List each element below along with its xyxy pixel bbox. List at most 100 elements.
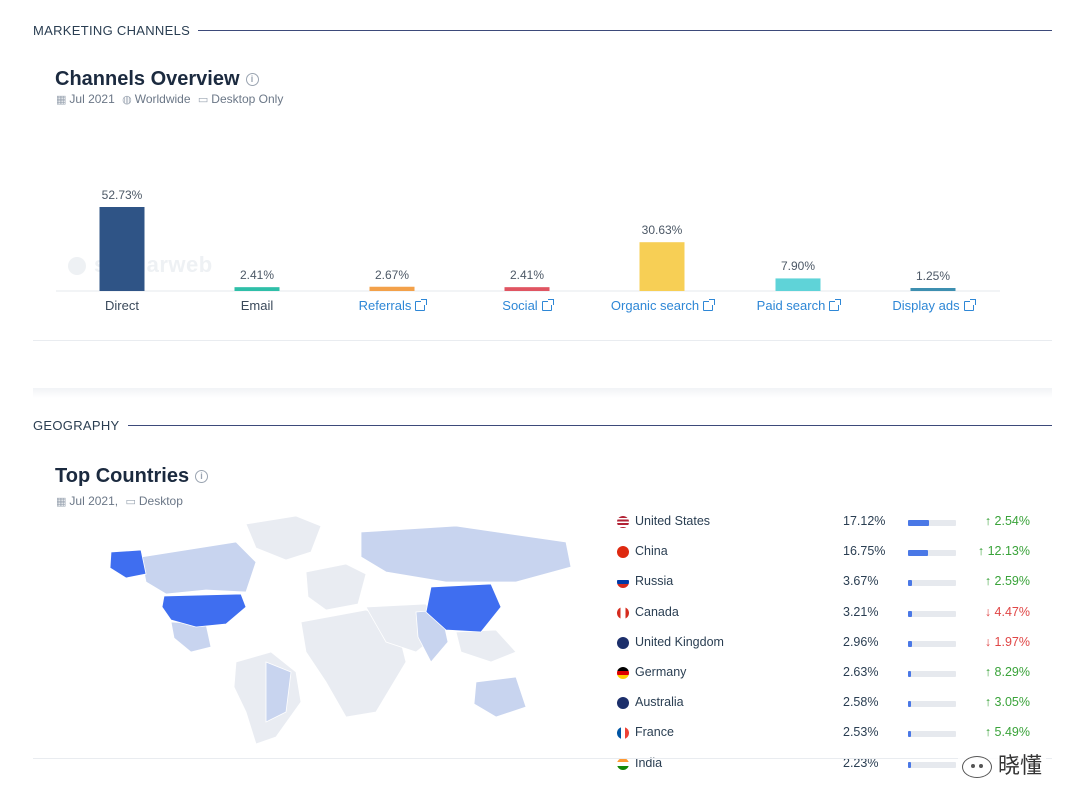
channel-label-direct: Direct	[57, 298, 187, 313]
country-name[interactable]: India	[635, 755, 663, 770]
external-link-icon[interactable]	[829, 298, 842, 311]
bar-value-label: 2.67%	[374, 267, 410, 282]
watermark-logo-icon	[68, 257, 86, 276]
card-bottom-divider	[33, 340, 1052, 341]
country-row[interactable]: Germany 2.63% ↑ 8.29%	[617, 663, 1037, 683]
canada-shape	[140, 541, 257, 595]
country-name[interactable]: Australia	[635, 695, 684, 710]
calendar-icon: ▦	[56, 496, 67, 508]
country-name[interactable]: Germany	[635, 665, 687, 679]
bar-organic-search[interactable]	[639, 242, 685, 291]
share-bar-fill	[908, 580, 913, 587]
channels-chart	[56, 207, 1000, 292]
country-share: 2.23%	[843, 755, 879, 770]
channels-meta: ▦ Jul 2021 ◍ Worldwide ▭ Desktop Only	[56, 92, 287, 106]
country-row[interactable]: China 16.75% ↑ 12.13%	[617, 542, 1037, 562]
country-name[interactable]: China	[635, 544, 668, 559]
greenland-shape	[245, 515, 322, 561]
country-row[interactable]: Canada 3.21% ↓ 4.47%	[617, 603, 1037, 623]
channel-label-text: Direct	[105, 298, 139, 313]
meta-date: Jul 2021	[69, 92, 115, 106]
share-bar-fill	[908, 701, 912, 708]
country-share: 17.12%	[843, 514, 886, 528]
country-row[interactable]: Russia 3.67% ↑ 2.59%	[617, 572, 1037, 592]
bar-email[interactable]	[234, 287, 280, 291]
channel-label-display-ads[interactable]: Display ads	[868, 298, 998, 313]
external-link-icon[interactable]	[963, 298, 976, 311]
channel-label-social[interactable]: Social	[462, 298, 592, 313]
section-divider-line	[33, 425, 1052, 426]
share-bar	[908, 640, 956, 647]
channel-label-text: Organic search	[610, 298, 700, 313]
share-bar-fill	[908, 610, 912, 617]
bar-referrals[interactable]	[369, 286, 415, 291]
country-row[interactable]: United States 17.12% ↑ 2.54%	[617, 512, 1037, 532]
country-name[interactable]: Russia	[635, 574, 674, 589]
country-change: ↑ 2.54%	[984, 514, 1030, 528]
country-name[interactable]: United Kingdom	[635, 634, 724, 649]
flag-china-icon	[617, 546, 629, 559]
wechat-logo-icon	[961, 756, 992, 779]
channel-label-referrals[interactable]: Referrals	[327, 298, 457, 313]
country-share: 3.67%	[843, 574, 879, 589]
share-bar	[908, 671, 956, 677]
desktop-icon: ▭	[125, 496, 136, 508]
bar-direct[interactable]	[99, 207, 145, 291]
geography-section-header: GEOGRAPHY	[33, 418, 1052, 438]
share-bar-fill	[908, 640, 912, 647]
country-change: ↑ 12.13%	[977, 544, 1030, 559]
share-bar	[908, 761, 956, 768]
channels-overview-title: Channels Overview i	[55, 68, 259, 91]
country-change: ↓ 4.47%	[984, 604, 1030, 619]
info-icon[interactable]: i	[195, 470, 209, 484]
flag-australia-icon	[617, 697, 629, 710]
wechat-text: 晓懂	[997, 753, 1042, 778]
flag-united-kingdom-icon	[617, 636, 629, 649]
flag-united-states-icon	[617, 516, 629, 528]
channel-label-paid-search[interactable]: Paid search	[733, 298, 863, 313]
country-row[interactable]: India 2.23%	[617, 754, 1037, 774]
bar-social[interactable]	[504, 287, 550, 291]
bar-value-label: 2.41%	[509, 268, 545, 283]
bar-value-label: 2.41%	[239, 268, 275, 283]
share-bar	[908, 701, 956, 708]
top-countries-title: Top Countries i	[55, 465, 209, 488]
bar-display-ads[interactable]	[910, 288, 956, 291]
share-bar	[908, 580, 956, 587]
russia-shape	[360, 525, 572, 583]
desktop-icon: ▭	[197, 94, 209, 106]
country-change: ↑ 3.05%	[984, 695, 1030, 710]
country-name[interactable]: France	[635, 725, 674, 740]
section-label: GEOGRAPHY	[33, 418, 128, 433]
flag-india-icon	[617, 757, 629, 770]
wechat-watermark: 晓懂	[957, 748, 1046, 780]
external-link-icon[interactable]	[541, 298, 554, 311]
world-map[interactable]	[96, 512, 596, 752]
share-bar	[908, 550, 956, 557]
country-change: ↑ 5.49%	[984, 725, 1030, 740]
country-name[interactable]: United States	[635, 514, 711, 528]
external-link-icon[interactable]	[703, 298, 716, 311]
country-share: 3.21%	[843, 604, 879, 619]
channel-label-organic-search[interactable]: Organic search	[597, 298, 727, 313]
country-share: 2.96%	[843, 634, 879, 649]
country-row[interactable]: France 2.53% ↑ 5.49%	[617, 723, 1037, 743]
country-name[interactable]: Canada	[635, 604, 679, 619]
united-states-shape	[161, 593, 247, 628]
country-row[interactable]: United Kingdom 2.96% ↓ 1.97%	[617, 633, 1037, 653]
bar-paid-search[interactable]	[775, 278, 821, 291]
bar-value-label: 52.73%	[101, 188, 143, 202]
flag-france-icon	[617, 727, 629, 740]
info-icon[interactable]: i	[245, 73, 259, 87]
channel-label-text: Email	[240, 298, 274, 313]
calendar-icon: ▦	[56, 94, 67, 106]
flag-germany-icon	[617, 667, 629, 679]
section-divider-line	[33, 30, 1052, 31]
card-title-text: Top Countries	[55, 465, 190, 487]
channel-label-text: Referrals	[358, 298, 412, 313]
external-link-icon[interactable]	[415, 298, 428, 311]
country-row[interactable]: Australia 2.58% ↑ 3.05%	[617, 693, 1037, 713]
meta-device: Desktop	[138, 494, 183, 508]
share-bar-fill	[908, 761, 911, 768]
europe-shape	[305, 563, 367, 611]
